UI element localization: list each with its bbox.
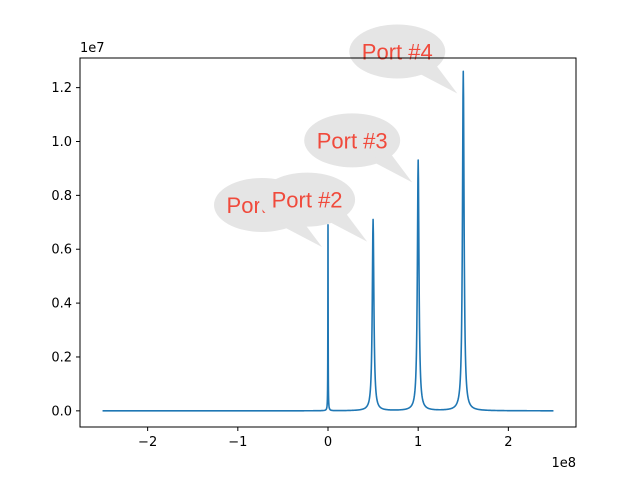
spectrum-line: [102, 70, 554, 412]
callout-bubble: [349, 24, 446, 79]
x-axis-offset-label: 1e8: [551, 456, 576, 471]
x-tick-label: −2: [138, 435, 157, 450]
y-tick-label: 0.6: [51, 243, 72, 258]
y-tick-label: 0.0: [51, 404, 72, 419]
x-axis-ticks: −2 −1 0 1 2: [138, 427, 513, 450]
callout-pointer: [325, 209, 368, 242]
callout-bubble: [259, 172, 356, 227]
series-layer: [102, 70, 554, 412]
x-tick-label: 2: [504, 435, 512, 450]
peak-callout: Port #4: [349, 24, 458, 94]
y-tick-label: 0.8: [51, 189, 72, 204]
y-axis-offset-label: 1e7: [80, 41, 105, 56]
y-tick-label: 0.2: [51, 350, 72, 365]
y-tick-label: 0.4: [51, 297, 72, 312]
y-tick-label: 1.0: [51, 135, 72, 150]
callout-pointer: [415, 61, 458, 94]
callout-bubble: [304, 113, 401, 168]
callout-label: Port #2: [272, 188, 343, 213]
y-axis-ticks: 0.0 0.2 0.4 0.6 0.8 1.0 1.2: [51, 81, 80, 419]
peak-callout: Port #3: [304, 113, 413, 183]
callout-label: Port #3: [317, 128, 388, 153]
callout-pointer: [370, 150, 413, 183]
x-tick-label: 1: [414, 435, 422, 450]
callout-label: Port #4: [362, 39, 433, 64]
peak-callout: Port #2: [259, 172, 368, 242]
y-tick-label: 1.2: [51, 81, 72, 96]
x-tick-label: 0: [324, 435, 332, 450]
x-tick-label: −1: [228, 435, 247, 450]
